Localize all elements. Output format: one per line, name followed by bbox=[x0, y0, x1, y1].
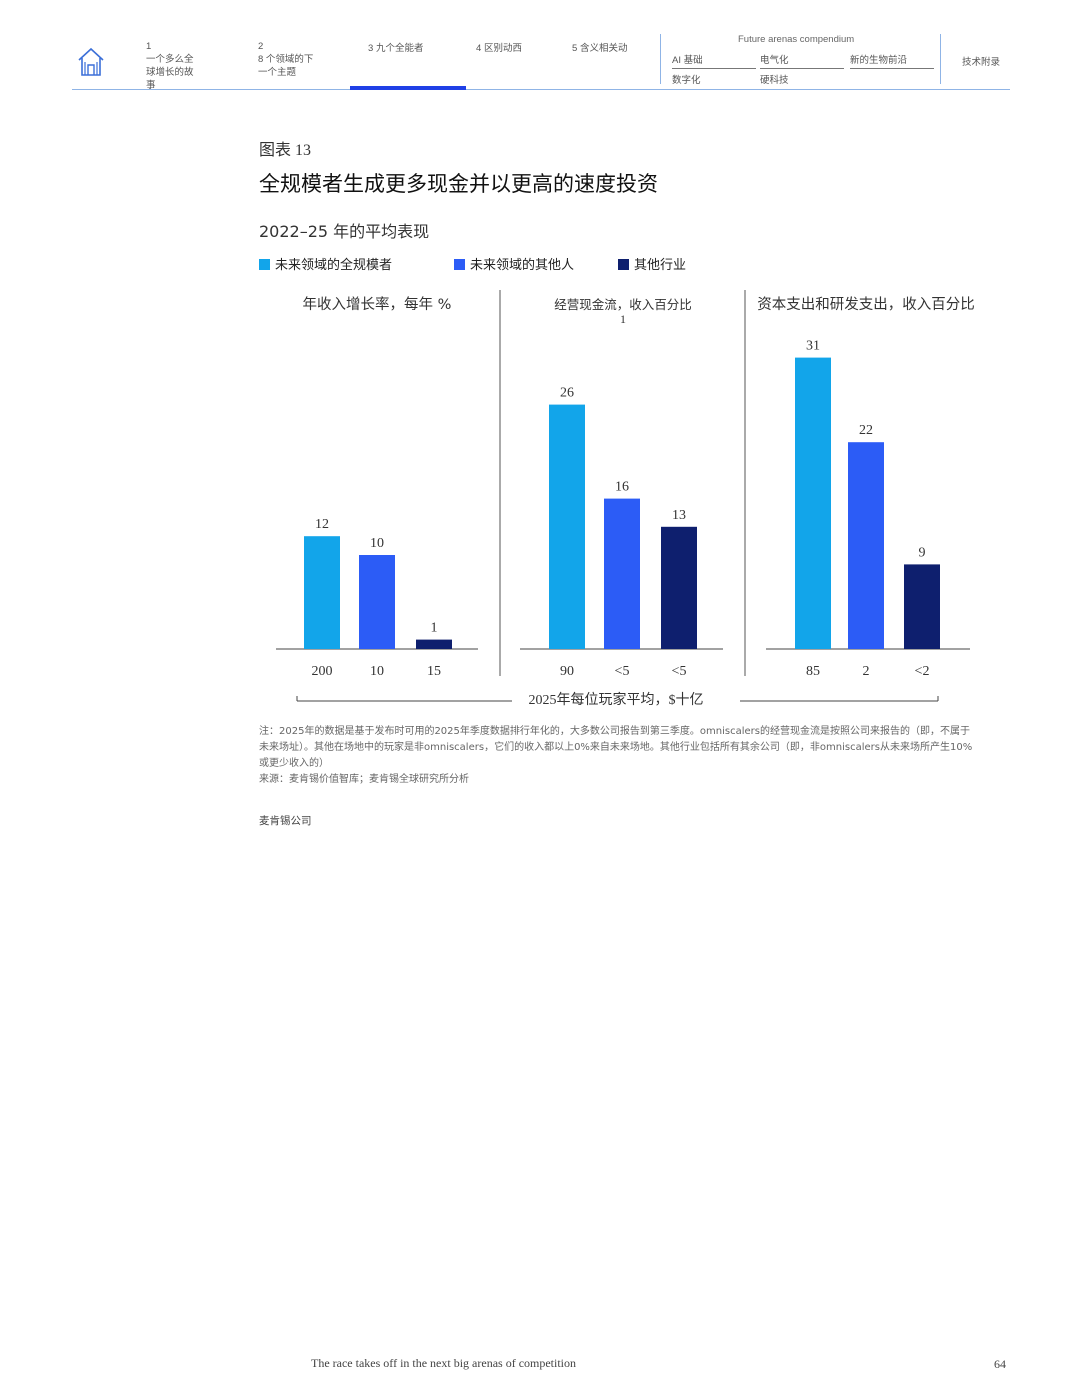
bar bbox=[416, 639, 452, 649]
data-label: 26 bbox=[560, 386, 574, 401]
tick-label: 10 bbox=[370, 664, 384, 679]
nav-divider bbox=[940, 34, 941, 84]
tick-label: 200 bbox=[312, 664, 333, 679]
footer-text: The race takes off in the next big arena… bbox=[311, 1356, 577, 1370]
nav-item-label: 九个全能者 bbox=[375, 43, 424, 54]
nav-item-number: 3 bbox=[368, 43, 374, 54]
data-label: 31 bbox=[806, 339, 820, 354]
data-label: 1 bbox=[431, 621, 438, 636]
tick-label: <5 bbox=[672, 664, 687, 679]
legend-label: 未来领域的其他人 bbox=[470, 258, 575, 273]
legend-label: 其他行业 bbox=[634, 258, 687, 273]
data-label: 9 bbox=[919, 545, 926, 560]
nav-item-number: 4 bbox=[476, 43, 482, 54]
compendium-link-digital[interactable]: 数字化 bbox=[672, 75, 701, 86]
tick-label: <5 bbox=[615, 664, 630, 679]
tick-label: 15 bbox=[427, 664, 441, 679]
nav-item-label: 含义相关动 bbox=[579, 43, 628, 54]
legend-item-others: 未来领域的其他人 bbox=[454, 254, 574, 273]
compendium-link-hardtech[interactable]: 硬科技 bbox=[760, 75, 789, 86]
panel-title: 经营现金流，收入百分比 bbox=[554, 297, 692, 312]
panel-title-note: 1 bbox=[620, 312, 626, 326]
source-text: 来源：麦肯锡价值智库；麦肯锡全球研究所分析 bbox=[259, 774, 469, 785]
nav-item-3[interactable]: 3 九个全能者 bbox=[350, 42, 466, 90]
panel-title: 年收入增长率，每年 % bbox=[303, 296, 452, 313]
bar bbox=[359, 555, 395, 649]
axis-caption: 2025年每位玩家平均，$十亿 bbox=[529, 691, 704, 708]
legend-item-other-industries: 其他行业 bbox=[618, 254, 686, 273]
publisher: 麦肯锡公司 bbox=[259, 815, 312, 827]
compendium-link-ai[interactable]: AI 基础 bbox=[672, 52, 756, 69]
bar bbox=[549, 404, 585, 649]
nav-item-4[interactable]: 4 区别动西 bbox=[476, 42, 522, 55]
top-navigation: 1 一个多么全球增长的故事 2 8 个领域的下一个主题 3 九个全能者 4 区别… bbox=[72, 28, 1010, 92]
legend-swatch bbox=[454, 259, 465, 270]
data-label: 22 bbox=[859, 423, 873, 438]
bar bbox=[795, 357, 831, 649]
nav-item-label: 8 个领域的下一个主题 bbox=[258, 54, 314, 78]
data-label: 12 bbox=[315, 517, 329, 532]
data-label: 13 bbox=[672, 508, 686, 523]
compendium-link-electrification[interactable]: 电气化 bbox=[760, 52, 844, 69]
appendix-link[interactable]: 技术附录 bbox=[962, 57, 1001, 68]
nav-item-number: 1 bbox=[146, 41, 152, 52]
legend-swatch bbox=[259, 259, 270, 270]
nav-item-number: 2 bbox=[258, 41, 264, 52]
legend-label: 未来领域的全规模者 bbox=[275, 258, 393, 273]
data-label: 16 bbox=[615, 480, 629, 495]
nav-item-1[interactable]: 1 一个多么全球增长的故事 bbox=[146, 40, 198, 92]
nav-item-5[interactable]: 5 含义相关动 bbox=[572, 42, 628, 55]
nav-item-number: 5 bbox=[572, 43, 578, 54]
note-text: 注：2025年的数据是基于发布时可用的2025年季度数据排行年化的，大多数公司报… bbox=[259, 726, 973, 769]
legend-item-omniscalers: 未来领域的全规模者 bbox=[259, 254, 392, 273]
data-label: 10 bbox=[370, 536, 384, 551]
bar bbox=[304, 536, 340, 649]
bar bbox=[604, 498, 640, 649]
bar bbox=[848, 442, 884, 649]
home-icon[interactable] bbox=[76, 46, 106, 78]
nav-item-label: 一个多么全球增长的故事 bbox=[146, 54, 194, 91]
tick-label: 90 bbox=[560, 664, 574, 679]
compendium-title: Future arenas compendium bbox=[738, 34, 855, 45]
exhibit-title: 全规模者生成更多现金并以更高的速度投资 bbox=[259, 172, 658, 196]
exhibit-subtitle: 2022–25 年的平均表现 bbox=[259, 222, 430, 241]
chart-notes: 注：2025年的数据是基于发布时可用的2025年季度数据排行年化的，大多数公司报… bbox=[259, 724, 979, 788]
exhibit-label: 图表 13 bbox=[259, 142, 312, 159]
page-number: 64 bbox=[994, 1357, 1006, 1371]
tick-label: 2 bbox=[863, 664, 870, 679]
nav-item-label: 区别动西 bbox=[483, 43, 522, 54]
nav-item-2[interactable]: 2 8 个领域的下一个主题 bbox=[258, 40, 314, 79]
nav-divider bbox=[660, 34, 661, 84]
tick-label: 85 bbox=[806, 664, 820, 679]
bar bbox=[661, 526, 697, 649]
panel-title: 资本支出和研发支出，收入百分比 bbox=[757, 296, 975, 313]
bar bbox=[904, 564, 940, 649]
legend-swatch bbox=[618, 259, 629, 270]
tick-label: <2 bbox=[915, 664, 930, 679]
compendium-link-bio[interactable]: 新的生物前沿 bbox=[850, 52, 934, 69]
